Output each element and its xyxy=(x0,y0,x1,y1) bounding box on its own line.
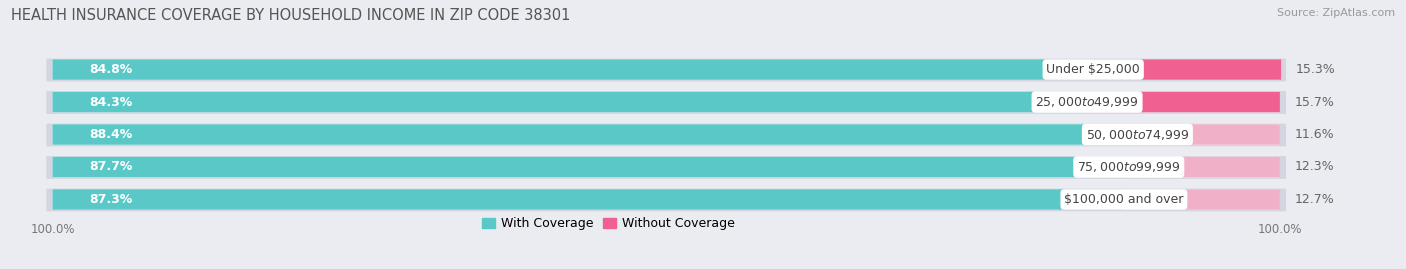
Text: 87.7%: 87.7% xyxy=(90,161,132,174)
FancyBboxPatch shape xyxy=(46,124,1286,146)
FancyBboxPatch shape xyxy=(52,124,1279,145)
Text: 15.7%: 15.7% xyxy=(1295,95,1334,108)
Text: HEALTH INSURANCE COVERAGE BY HOUSEHOLD INCOME IN ZIP CODE 38301: HEALTH INSURANCE COVERAGE BY HOUSEHOLD I… xyxy=(11,8,571,23)
FancyBboxPatch shape xyxy=(1092,59,1281,80)
Text: 84.8%: 84.8% xyxy=(90,63,132,76)
Text: 87.3%: 87.3% xyxy=(90,193,132,206)
Text: Source: ZipAtlas.com: Source: ZipAtlas.com xyxy=(1277,8,1395,18)
FancyBboxPatch shape xyxy=(52,189,1123,210)
FancyBboxPatch shape xyxy=(52,59,1279,80)
FancyBboxPatch shape xyxy=(1087,92,1279,112)
FancyBboxPatch shape xyxy=(52,157,1129,177)
Legend: With Coverage, Without Coverage: With Coverage, Without Coverage xyxy=(477,212,740,235)
Text: $100,000 and over: $100,000 and over xyxy=(1064,193,1184,206)
FancyBboxPatch shape xyxy=(46,189,1286,211)
Text: 12.3%: 12.3% xyxy=(1295,161,1334,174)
FancyBboxPatch shape xyxy=(52,124,1137,145)
Text: $50,000 to $74,999: $50,000 to $74,999 xyxy=(1085,128,1189,141)
Text: 11.6%: 11.6% xyxy=(1295,128,1334,141)
FancyBboxPatch shape xyxy=(46,91,1286,114)
FancyBboxPatch shape xyxy=(52,92,1087,112)
FancyBboxPatch shape xyxy=(1123,189,1279,210)
Text: $75,000 to $99,999: $75,000 to $99,999 xyxy=(1077,160,1181,174)
FancyBboxPatch shape xyxy=(1137,124,1279,145)
FancyBboxPatch shape xyxy=(46,156,1286,179)
FancyBboxPatch shape xyxy=(52,59,1094,80)
Text: 84.3%: 84.3% xyxy=(90,95,132,108)
FancyBboxPatch shape xyxy=(1129,157,1279,177)
Text: 12.7%: 12.7% xyxy=(1295,193,1334,206)
FancyBboxPatch shape xyxy=(46,59,1286,82)
Text: 15.3%: 15.3% xyxy=(1296,63,1336,76)
Text: $25,000 to $49,999: $25,000 to $49,999 xyxy=(1035,95,1139,109)
Text: Under $25,000: Under $25,000 xyxy=(1046,63,1140,76)
Text: 88.4%: 88.4% xyxy=(90,128,132,141)
FancyBboxPatch shape xyxy=(52,189,1279,210)
FancyBboxPatch shape xyxy=(52,92,1279,112)
FancyBboxPatch shape xyxy=(52,157,1279,177)
